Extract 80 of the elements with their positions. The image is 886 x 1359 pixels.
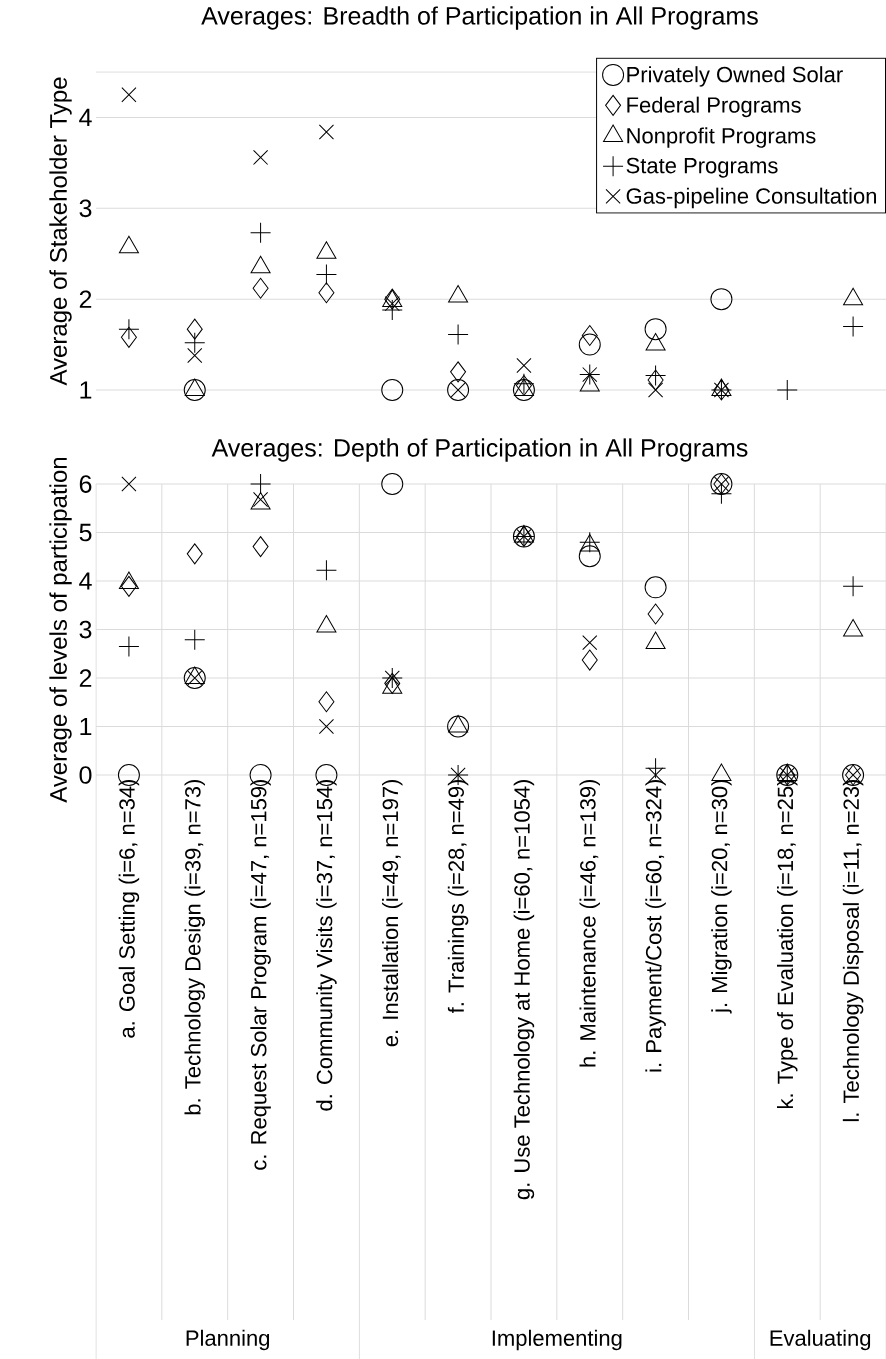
point <box>381 473 404 496</box>
point <box>318 691 335 713</box>
point <box>645 364 667 386</box>
legend-label: State Programs <box>626 157 778 178</box>
chart-title: Averages: Breadth of Participation in All Programs <box>201 6 758 30</box>
x-tick-label: f. Trainings (i=28, n=49) <box>447 779 469 1014</box>
point <box>644 576 667 599</box>
point <box>381 299 403 321</box>
point <box>183 379 206 402</box>
y-tick-label: 3 <box>79 199 92 218</box>
y-tick-label: 1 <box>80 381 92 399</box>
x-tick-label: b. Technology Design (i=39, n=73) <box>184 779 205 1115</box>
point <box>582 635 598 651</box>
point <box>644 318 667 341</box>
point <box>516 357 532 374</box>
point <box>315 559 337 581</box>
point <box>842 315 864 337</box>
point <box>648 382 664 398</box>
point <box>842 575 864 597</box>
point <box>118 318 140 340</box>
point <box>447 324 469 346</box>
text: Planning <box>186 1329 270 1351</box>
point <box>384 672 401 694</box>
y-tick-label: 2 <box>79 290 92 308</box>
point <box>645 757 667 779</box>
point <box>121 87 137 103</box>
y-tick-label: 0 <box>79 766 92 784</box>
y-tick-label: 4 <box>79 572 92 590</box>
point <box>186 543 203 565</box>
y-axis-title: Average of levels of participation <box>49 457 72 803</box>
point <box>120 575 137 597</box>
legend-label: Privately Owned Solar <box>627 66 843 87</box>
point <box>118 635 140 657</box>
point <box>578 333 601 356</box>
point <box>581 324 598 346</box>
point <box>318 124 334 140</box>
point <box>252 536 269 558</box>
point <box>121 476 137 492</box>
x-tick-label: j. Migration (i=20, n=30) <box>711 779 732 1014</box>
x-tick-label: a. Goal Setting (i=6, n=34) <box>118 779 140 1038</box>
text: Implementing <box>492 1329 622 1351</box>
point <box>187 347 203 364</box>
y-tick-label: 1 <box>80 717 92 736</box>
text: Evaluating <box>770 1329 871 1351</box>
point <box>578 545 601 568</box>
point <box>318 718 334 735</box>
y-axis-title: Average of Stakeholder Type <box>49 77 72 386</box>
legend-label: Gas-pipeline Consultation <box>626 187 877 209</box>
x-tick-label: h. Maintenance (i=46, n=139) <box>579 779 600 1067</box>
x-tick-label: c. Request Solar Program (i=47, n=159) <box>250 779 271 1170</box>
point <box>776 379 798 401</box>
point <box>450 361 467 383</box>
y-tick-label: 2 <box>79 669 92 687</box>
point <box>710 483 732 505</box>
point <box>384 296 400 312</box>
point <box>252 277 269 299</box>
chart-title: Averages: Depth of Participation in All Programs <box>211 438 748 462</box>
point <box>647 603 664 625</box>
x-tick-label: d. Community Visits (i=37, n=154) <box>316 779 337 1111</box>
x-tick-label: k. Type of Evaluation (i=18, n=25) <box>777 779 798 1109</box>
x-tick-label: g. Use Technology at Home (i=60, n=1054) <box>513 780 535 1200</box>
x-tick-label: e. Installation (i=49, n=197) <box>382 779 403 1047</box>
y-tick-label: 5 <box>79 523 92 542</box>
point <box>710 288 733 311</box>
point <box>581 649 598 671</box>
x-tick-label: i. Payment/Cost (i=60, n=324) <box>645 779 666 1072</box>
x-tick-label: l. Technology Disposal (i=11, n=23) <box>842 780 864 1122</box>
point <box>184 332 206 354</box>
point <box>250 222 272 244</box>
point <box>184 629 206 651</box>
point <box>186 318 203 340</box>
point <box>381 379 404 402</box>
y-tick-label: 4 <box>79 108 92 127</box>
y-tick-label: 3 <box>79 620 92 639</box>
legend-label: Federal Programs <box>627 96 801 118</box>
legend-label: Nonprofit Programs <box>627 127 816 148</box>
y-tick-label: 6 <box>79 475 92 493</box>
point <box>647 369 664 391</box>
point <box>253 149 269 165</box>
point <box>512 379 535 402</box>
